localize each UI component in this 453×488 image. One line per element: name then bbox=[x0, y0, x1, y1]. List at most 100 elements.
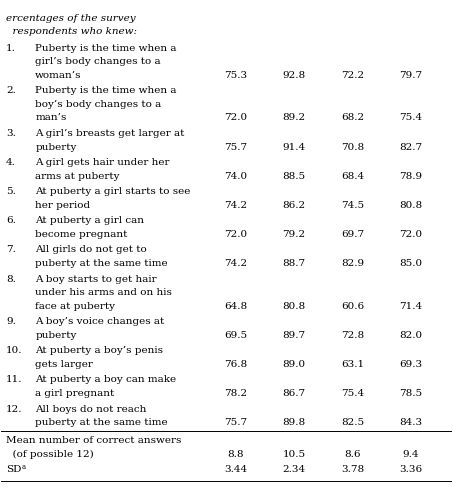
Text: 79.7: 79.7 bbox=[400, 71, 423, 80]
Text: 72.0: 72.0 bbox=[224, 114, 247, 122]
Text: 86.7: 86.7 bbox=[283, 389, 306, 398]
Text: puberty: puberty bbox=[35, 142, 77, 152]
Text: 9.: 9. bbox=[6, 317, 16, 326]
Text: a: a bbox=[21, 463, 25, 471]
Text: 9.4: 9.4 bbox=[403, 450, 419, 459]
Text: All girls do not get to: All girls do not get to bbox=[35, 245, 147, 254]
Text: 89.2: 89.2 bbox=[283, 114, 306, 122]
Text: 74.2: 74.2 bbox=[224, 259, 247, 268]
Text: 64.8: 64.8 bbox=[224, 302, 247, 311]
Text: puberty at the same time: puberty at the same time bbox=[35, 418, 168, 427]
Text: 84.3: 84.3 bbox=[400, 418, 423, 427]
Text: 72.8: 72.8 bbox=[341, 331, 364, 340]
Text: gets larger: gets larger bbox=[35, 360, 93, 369]
Text: 80.8: 80.8 bbox=[400, 201, 423, 210]
Text: 1.: 1. bbox=[6, 43, 16, 53]
Text: 78.2: 78.2 bbox=[224, 389, 247, 398]
Text: 92.8: 92.8 bbox=[283, 71, 306, 80]
Text: 8.: 8. bbox=[6, 275, 16, 284]
Text: At puberty a girl starts to see: At puberty a girl starts to see bbox=[35, 187, 191, 196]
Text: A girl gets hair under her: A girl gets hair under her bbox=[35, 158, 170, 167]
Text: (of possible 12): (of possible 12) bbox=[6, 450, 94, 459]
Text: man’s: man’s bbox=[35, 114, 67, 122]
Text: girl’s body changes to a: girl’s body changes to a bbox=[35, 57, 161, 66]
Text: 71.4: 71.4 bbox=[400, 302, 423, 311]
Text: 68.2: 68.2 bbox=[341, 114, 364, 122]
Text: 78.9: 78.9 bbox=[400, 172, 423, 181]
Text: 85.0: 85.0 bbox=[400, 259, 423, 268]
Text: 2.34: 2.34 bbox=[283, 465, 306, 474]
Text: 89.0: 89.0 bbox=[283, 360, 306, 369]
Text: 75.4: 75.4 bbox=[341, 389, 364, 398]
Text: 78.5: 78.5 bbox=[400, 389, 423, 398]
Text: under his arms and on his: under his arms and on his bbox=[35, 288, 172, 297]
Text: 6.: 6. bbox=[6, 216, 16, 225]
Text: At puberty a boy’s penis: At puberty a boy’s penis bbox=[35, 346, 163, 355]
Text: Puberty is the time when a: Puberty is the time when a bbox=[35, 86, 177, 95]
Text: 3.44: 3.44 bbox=[224, 465, 247, 474]
Text: 7.: 7. bbox=[6, 245, 16, 254]
Text: 76.8: 76.8 bbox=[224, 360, 247, 369]
Text: 68.4: 68.4 bbox=[341, 172, 364, 181]
Text: 75.7: 75.7 bbox=[224, 418, 247, 427]
Text: 75.3: 75.3 bbox=[224, 71, 247, 80]
Text: 10.5: 10.5 bbox=[283, 450, 306, 459]
Text: 72.0: 72.0 bbox=[224, 230, 247, 239]
Text: a girl pregnant: a girl pregnant bbox=[35, 389, 115, 398]
Text: At puberty a girl can: At puberty a girl can bbox=[35, 216, 144, 225]
Text: respondents who knew:: respondents who knew: bbox=[6, 27, 137, 36]
Text: 4.: 4. bbox=[6, 158, 16, 167]
Text: 3.78: 3.78 bbox=[341, 465, 364, 474]
Text: puberty at the same time: puberty at the same time bbox=[35, 259, 168, 268]
Text: 3.: 3. bbox=[6, 129, 16, 138]
Text: woman’s: woman’s bbox=[35, 71, 82, 80]
Text: 75.4: 75.4 bbox=[400, 114, 423, 122]
Text: 69.5: 69.5 bbox=[224, 331, 247, 340]
Text: Mean number of correct answers: Mean number of correct answers bbox=[6, 436, 181, 445]
Text: 8.6: 8.6 bbox=[344, 450, 361, 459]
Text: 74.5: 74.5 bbox=[341, 201, 364, 210]
Text: 82.5: 82.5 bbox=[341, 418, 364, 427]
Text: A boy’s voice changes at: A boy’s voice changes at bbox=[35, 317, 164, 326]
Text: 79.2: 79.2 bbox=[283, 230, 306, 239]
Text: A boy starts to get hair: A boy starts to get hair bbox=[35, 275, 157, 284]
Text: ercentages of the survey: ercentages of the survey bbox=[6, 14, 135, 22]
Text: 86.2: 86.2 bbox=[283, 201, 306, 210]
Text: 3.36: 3.36 bbox=[400, 465, 423, 474]
Text: 70.8: 70.8 bbox=[341, 142, 364, 152]
Text: puberty: puberty bbox=[35, 331, 77, 340]
Text: 8.8: 8.8 bbox=[227, 450, 244, 459]
Text: 80.8: 80.8 bbox=[283, 302, 306, 311]
Text: arms at puberty: arms at puberty bbox=[35, 172, 120, 181]
Text: 11.: 11. bbox=[6, 375, 22, 385]
Text: 82.9: 82.9 bbox=[341, 259, 364, 268]
Text: 91.4: 91.4 bbox=[283, 142, 306, 152]
Text: 82.7: 82.7 bbox=[400, 142, 423, 152]
Text: At puberty a boy can make: At puberty a boy can make bbox=[35, 375, 176, 385]
Text: 69.3: 69.3 bbox=[400, 360, 423, 369]
Text: 63.1: 63.1 bbox=[341, 360, 364, 369]
Text: 74.0: 74.0 bbox=[224, 172, 247, 181]
Text: boy’s body changes to a: boy’s body changes to a bbox=[35, 100, 161, 109]
Text: her period: her period bbox=[35, 201, 90, 210]
Text: 5.: 5. bbox=[6, 187, 16, 196]
Text: 10.: 10. bbox=[6, 346, 22, 355]
Text: become pregnant: become pregnant bbox=[35, 230, 128, 239]
Text: All boys do not reach: All boys do not reach bbox=[35, 405, 146, 414]
Text: A girl’s breasts get larger at: A girl’s breasts get larger at bbox=[35, 129, 184, 138]
Text: 12.: 12. bbox=[6, 405, 22, 414]
Text: 74.2: 74.2 bbox=[224, 201, 247, 210]
Text: 72.0: 72.0 bbox=[400, 230, 423, 239]
Text: SD: SD bbox=[6, 465, 21, 474]
Text: 2.: 2. bbox=[6, 86, 16, 95]
Text: 60.6: 60.6 bbox=[341, 302, 364, 311]
Text: 88.7: 88.7 bbox=[283, 259, 306, 268]
Text: 89.7: 89.7 bbox=[283, 331, 306, 340]
Text: Puberty is the time when a: Puberty is the time when a bbox=[35, 43, 177, 53]
Text: 75.7: 75.7 bbox=[224, 142, 247, 152]
Text: 89.8: 89.8 bbox=[283, 418, 306, 427]
Text: 82.0: 82.0 bbox=[400, 331, 423, 340]
Text: 88.5: 88.5 bbox=[283, 172, 306, 181]
Text: face at puberty: face at puberty bbox=[35, 302, 115, 311]
Text: 69.7: 69.7 bbox=[341, 230, 364, 239]
